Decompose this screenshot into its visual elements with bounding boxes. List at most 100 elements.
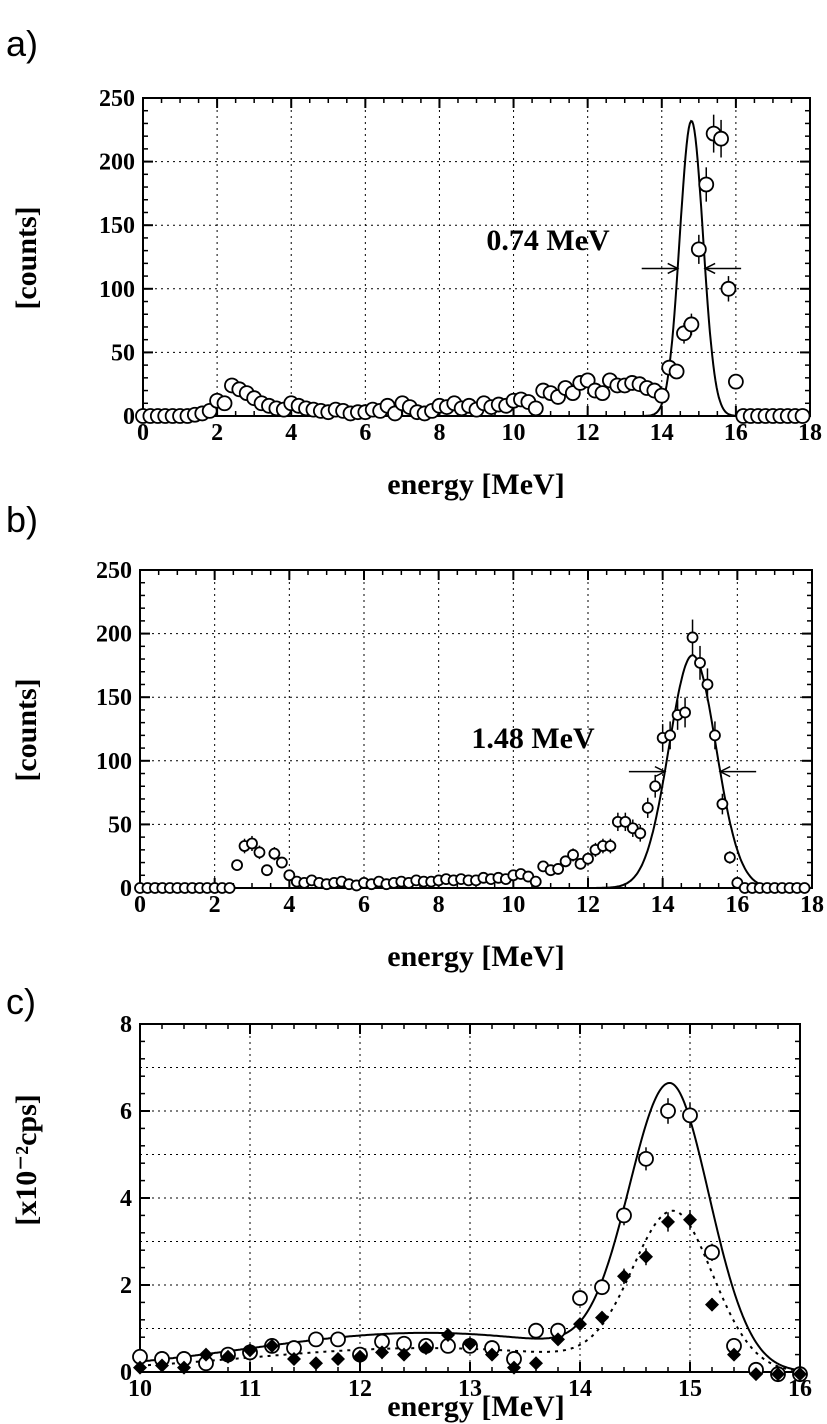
data-point-circle <box>798 882 811 894</box>
data-point-circle <box>641 801 654 814</box>
data-point-circle <box>246 837 258 850</box>
data-point-diamond <box>463 1336 477 1351</box>
data-point-diamond <box>265 1338 279 1353</box>
x-tick-label: 0 <box>134 892 146 918</box>
panel-label-b: b) <box>6 499 38 540</box>
data-point-diamond <box>375 1345 389 1360</box>
y-tick-label: 50 <box>111 340 135 366</box>
data-point-circle <box>682 1107 698 1124</box>
x-tick-label: 6 <box>358 892 370 918</box>
data-point-circle <box>660 1103 676 1119</box>
data-point-circle <box>794 408 811 424</box>
x-tick-label: 2 <box>209 892 221 918</box>
data-point-diamond <box>573 1317 587 1332</box>
x-tick-label: 14 <box>650 420 674 446</box>
data-point-circle <box>716 798 729 810</box>
x-tick-label: 15 <box>678 1376 702 1402</box>
panel-b: b) energy [MeV] [counts] 1.48 MeV 0 2 4 6 8 1… <box>6 499 824 973</box>
fwhm-annotation-a: 0.74 MeV <box>486 224 610 257</box>
data-point-diamond <box>705 1297 719 1312</box>
x-tick-label: 10 <box>128 1376 152 1402</box>
data-point-diamond <box>727 1347 741 1362</box>
x-tick-label: 14 <box>568 1376 592 1402</box>
panel-a: a) energy [MeV] [counts] 0.74 MeV 0 2 4 6 8 1… <box>6 23 822 501</box>
panel-label-a: a) <box>6 23 38 64</box>
data-point-circle <box>679 706 691 719</box>
y-tick-label: 250 <box>96 558 132 584</box>
data-point-circle <box>668 363 685 380</box>
data-point-circle <box>529 875 542 888</box>
x-tick-label: 6 <box>359 420 371 446</box>
fit-curve-solid <box>140 654 812 889</box>
x-tick-label: 12 <box>576 892 600 918</box>
data-point-circle <box>686 631 699 644</box>
data-point-circle <box>653 387 670 404</box>
data-point-circle <box>698 176 715 193</box>
data-point-circle <box>223 882 236 894</box>
data-point-circle <box>261 864 273 877</box>
x-axis-label-a: energy [MeV] <box>387 468 564 501</box>
data-point-circle <box>604 840 617 852</box>
x-tick-label: 16 <box>724 420 748 446</box>
x-tick-label: 8 <box>433 420 445 446</box>
x-tick-label: 12 <box>576 420 600 446</box>
fwhm-arrowhead-right <box>703 262 716 275</box>
y-tick-label: 4 <box>120 1186 132 1212</box>
data-point-diamond <box>595 1310 609 1325</box>
data-point-diamond <box>639 1249 653 1264</box>
x-tick-label: 14 <box>651 892 675 918</box>
data-point-circle <box>616 1207 632 1224</box>
x-tick-label: 11 <box>239 1376 262 1402</box>
plot-area-b: 0 2 4 6 8 10 12 14 16 18 0 50 100 150 200 250 <box>96 558 824 918</box>
data-point-circle <box>594 385 611 402</box>
x-tick-label: 4 <box>283 892 295 918</box>
data-point-diamond <box>155 1358 169 1373</box>
y-tick-label: 100 <box>96 749 132 775</box>
data-point-diamond <box>529 1356 543 1371</box>
x-tick-label: 13 <box>458 1376 482 1402</box>
data-point-circle <box>634 827 647 840</box>
data-point-diamond <box>397 1347 411 1362</box>
data-point-circle <box>694 656 706 669</box>
x-tick-label: 0 <box>137 420 149 446</box>
x-tick-label: 2 <box>211 420 223 446</box>
data-point-circle <box>664 729 677 742</box>
data-point-circle <box>704 1244 720 1261</box>
y-tick-label: 150 <box>96 685 132 711</box>
y-axis-label-a: [counts] <box>10 206 43 309</box>
data-point-circle <box>552 863 565 875</box>
data-point-diamond <box>177 1360 191 1375</box>
data-point-circle <box>720 280 737 297</box>
data-point-circle <box>528 1322 544 1339</box>
y-tick-label: 0 <box>123 404 135 430</box>
data-point-diamond <box>617 1269 631 1284</box>
data-point-circle <box>594 1279 610 1296</box>
data-point-circle <box>683 316 700 333</box>
data-point-circle <box>638 1150 654 1167</box>
fwhm-arrowhead-left <box>654 765 667 778</box>
y-tick-label: 100 <box>99 277 135 303</box>
data-point-diamond <box>133 1360 147 1375</box>
data-point-circle <box>582 852 594 865</box>
data-point-circle <box>216 395 233 412</box>
plot-frame <box>142 97 811 417</box>
data-point-circle <box>723 851 736 864</box>
fwhm-annotation-b: 1.48 MeV <box>471 722 595 755</box>
data-point-circle <box>231 859 243 872</box>
data-point-diamond <box>793 1367 807 1382</box>
data-point-diamond <box>199 1347 213 1362</box>
x-tick-label: 18 <box>800 892 824 918</box>
data-point-circle <box>527 400 544 417</box>
data-point-circle <box>701 678 714 691</box>
data-point-diamond <box>441 1328 455 1343</box>
data-point-diamond <box>771 1367 785 1382</box>
panel-label-c: c) <box>6 981 36 1022</box>
data-point-circle <box>268 847 281 860</box>
data-point-circle <box>559 855 572 868</box>
data-point-diamond <box>661 1214 675 1229</box>
x-tick-label: 16 <box>725 892 749 918</box>
y-axis-label-c: [x10⁻²cps] <box>10 1094 43 1225</box>
data-point-diamond <box>749 1367 763 1382</box>
data-point-circle <box>330 1331 346 1348</box>
